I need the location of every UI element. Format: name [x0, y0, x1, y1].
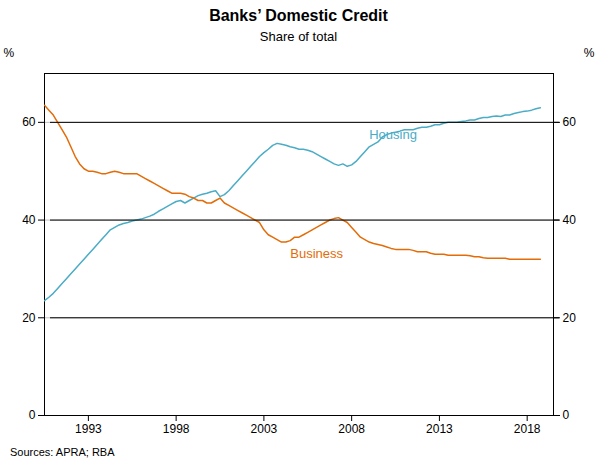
svg-text:0: 0: [29, 408, 36, 422]
html-text:Share of total: Share of total: [259, 29, 338, 44]
svg-text:20: 20: [22, 311, 36, 325]
svg-text:40: 40: [22, 213, 36, 227]
html-text:Banks’ Domestic Credit: Banks’ Domestic Credit: [209, 7, 388, 24]
svg-text:Business: Business: [290, 246, 343, 261]
svg-text:2008: 2008: [338, 422, 365, 436]
svg-text:20: 20: [563, 311, 577, 325]
svg-text:%: %: [584, 46, 595, 60]
svg-text:60: 60: [563, 115, 577, 129]
svg-text:2003: 2003: [251, 422, 278, 436]
svg-text:2018: 2018: [514, 422, 541, 436]
svg-text:60: 60: [22, 115, 36, 129]
svg-text:2013: 2013: [426, 422, 453, 436]
svg-text:40: 40: [563, 213, 577, 227]
svg-text:0: 0: [563, 408, 570, 422]
svg-text:1993: 1993: [75, 422, 102, 436]
svg-text:Housing: Housing: [369, 127, 417, 142]
svg-text:%: %: [4, 46, 15, 60]
svg-text:1998: 1998: [163, 422, 190, 436]
html-text:Sources: APRA; RBA: Sources: APRA; RBA: [10, 446, 115, 458]
